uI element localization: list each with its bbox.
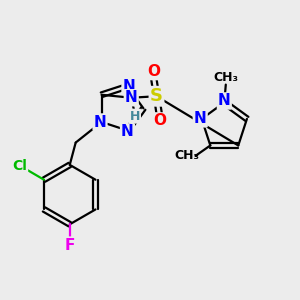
Text: S: S [150,87,163,105]
Text: N: N [194,111,207,126]
Text: N: N [125,90,138,105]
Text: N: N [121,124,134,140]
Text: F: F [64,238,75,253]
Text: N: N [94,115,106,130]
Text: Cl: Cl [12,159,27,173]
Text: CH₃: CH₃ [174,149,199,162]
Text: O: O [147,64,160,79]
Text: H: H [130,110,140,123]
Text: O: O [153,113,166,128]
Text: N: N [123,79,135,94]
Text: N: N [218,94,231,109]
Text: CH₃: CH₃ [213,71,238,84]
